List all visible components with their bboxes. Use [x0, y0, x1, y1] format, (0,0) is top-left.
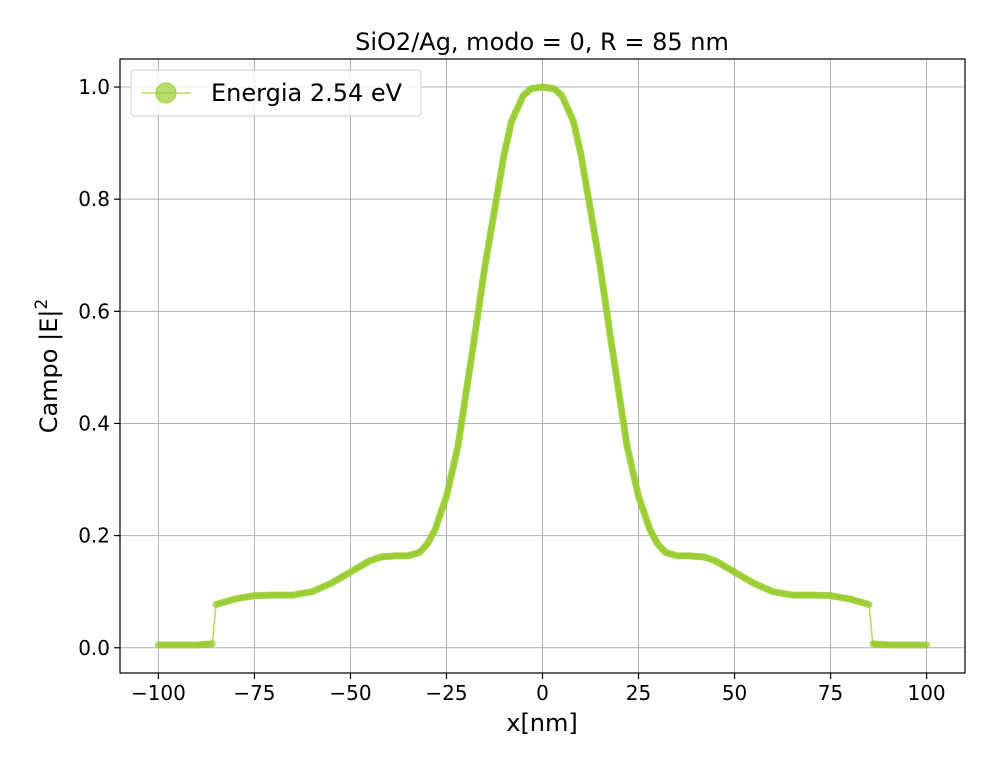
- series-layer: [154, 83, 931, 649]
- legend: Energia 2.54 eV: [130, 69, 422, 117]
- x-tick-label: −100: [131, 681, 186, 705]
- ticks: −100 −75 −50 −25 0 25 50 75 100 0.0 0.2 0.4 0.6 0.8 1.…: [78, 75, 945, 705]
- chart-title: SiO2/Ag, modo = 0, R = 85 nm: [355, 28, 729, 56]
- data-point: [865, 600, 873, 609]
- legend-marker: [155, 82, 177, 104]
- y-tick-label: 0.0: [78, 636, 110, 660]
- x-tick-label: 75: [818, 681, 843, 705]
- x-tick-label: −25: [425, 681, 467, 705]
- x-axis-label: x[nm]: [506, 709, 578, 737]
- x-tick-label: −50: [329, 681, 371, 705]
- y-axis-label-superscript: 2: [32, 299, 52, 310]
- y-axis-label: Campo |E|2: [32, 299, 63, 434]
- y-tick-label: 0.4: [78, 411, 110, 435]
- data-point: [922, 641, 931, 649]
- legend-box: [130, 69, 422, 117]
- y-tick-label: 0.2: [78, 524, 110, 548]
- x-tick-label: 25: [626, 681, 651, 705]
- x-tick-label: 0: [536, 681, 549, 705]
- x-tick-label: −75: [233, 681, 275, 705]
- legend-label: Energia 2.54 eV: [211, 79, 403, 107]
- x-tick-label: 100: [907, 681, 945, 705]
- y-tick-label: 0.8: [78, 187, 110, 211]
- data-point: [208, 640, 216, 648]
- x-tick-label: 50: [722, 681, 747, 705]
- y-tick-label: 1.0: [78, 75, 110, 99]
- series-markers: [154, 83, 931, 649]
- y-tick-label: 0.6: [78, 299, 110, 323]
- y-axis-label-main: Campo |E|: [35, 310, 63, 434]
